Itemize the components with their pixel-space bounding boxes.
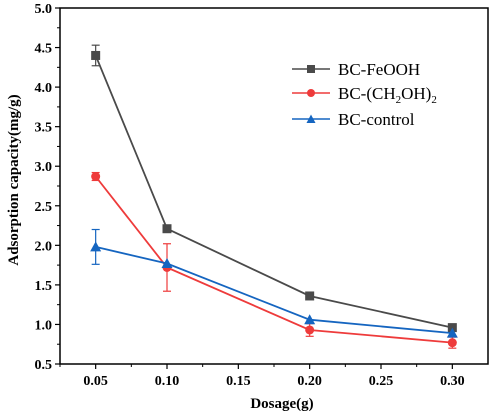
data-point-triangle [304, 314, 316, 325]
data-point-circle [447, 338, 457, 348]
series-line [94, 175, 453, 344]
y-axis-title: Adsorption capacity(mg/g) [6, 94, 22, 265]
y-tick-label: 1.0 [35, 318, 53, 333]
legend-marker-triangle [306, 114, 316, 123]
y-tick-label: 0.5 [35, 358, 53, 373]
data-point-square [162, 224, 172, 234]
y-tick-label: 4.0 [35, 81, 53, 96]
plot-axes [59, 7, 489, 365]
series-2 [90, 228, 458, 338]
series-layer [90, 44, 458, 349]
legend-item-bc-feooh: BC-FeOOH [292, 60, 420, 79]
y-tick-label: 2.0 [35, 239, 53, 254]
y-axis-ticks: 0.5 1.0 1.5 2.0 2.5 3.0 3.5 4.0 4.5 5.0 [35, 2, 60, 373]
y-tick-label: 3.5 [35, 121, 53, 136]
data-point-square [305, 291, 315, 301]
x-tick-label: 0.25 [369, 374, 394, 389]
data-point-triangle [446, 327, 458, 338]
y-tick-label: 4.5 [35, 42, 53, 57]
x-tick-label: 0.10 [155, 374, 180, 389]
data-point-circle [305, 325, 315, 335]
legend-label-bc-feooh: BC-FeOOH [338, 60, 420, 79]
series-0 [91, 44, 457, 333]
y-tick-label: 1.5 [35, 279, 53, 294]
legend: BC-FeOOH BC-(CH2OH)2 BC-control [292, 60, 437, 129]
data-point-triangle [161, 258, 173, 269]
series-1 [91, 171, 457, 349]
data-point-triangle [90, 241, 102, 252]
legend-label-bc-control: BC-control [338, 110, 415, 129]
x-tick-label: 0.20 [297, 374, 322, 389]
y-tick-label: 2.5 [35, 200, 53, 215]
data-point-square [447, 323, 457, 333]
x-axis-ticks: 0.05 0.10 0.15 0.20 0.25 0.30 [59, 364, 465, 389]
y-tick-label: 3.0 [35, 160, 53, 175]
x-tick-label: 0.15 [226, 374, 251, 389]
x-tick-label: 0.05 [83, 374, 108, 389]
legend-item-bc-control: BC-control [292, 110, 415, 129]
legend-marker-square [307, 65, 315, 73]
legend-label-bc-ch2oh2: BC-(CH2OH)2 [338, 84, 437, 106]
x-tick-label: 0.30 [440, 374, 465, 389]
legend-item-bc-ch2oh2: BC-(CH2OH)2 [292, 84, 437, 106]
plot-frame [59, 7, 489, 365]
x-axis-title: Dosage(g) [250, 396, 313, 412]
data-point-circle [91, 172, 101, 182]
series-line [95, 246, 453, 335]
y-tick-label: 5.0 [35, 2, 53, 17]
series-line [94, 55, 453, 329]
legend-marker-circle [307, 89, 315, 97]
data-point-square [91, 50, 101, 60]
